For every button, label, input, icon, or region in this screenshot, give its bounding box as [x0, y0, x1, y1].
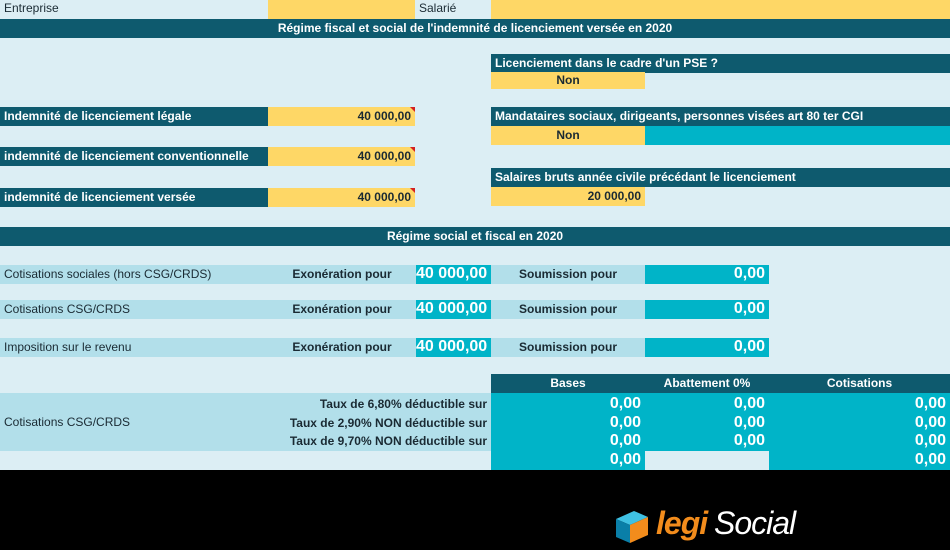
page-title: Régime fiscal et social de l'indemnité d…: [0, 19, 950, 38]
spreadsheet: Entreprise Salarié Régime fiscal et soci…: [0, 0, 950, 470]
regime-row-label: Cotisations sociales (hors CSG/CRDS): [0, 265, 268, 284]
soumission-value: 0,00: [645, 265, 769, 284]
salaires-label: Salaires bruts année civile précédant le…: [491, 168, 950, 187]
entreprise-input[interactable]: [268, 0, 415, 19]
salarie-input[interactable]: [491, 0, 950, 19]
csg-row-label: Taux de 2,90% NON déductible sur: [289, 416, 487, 430]
header-abattement: Abattement 0%: [645, 374, 769, 393]
exoneration-value: 40 000,00: [416, 300, 491, 319]
exoneration-label: Exonération pour: [268, 338, 416, 357]
salaires-input[interactable]: 20 000,00: [491, 187, 645, 206]
mandataires-question: Mandataires sociaux, dirigeants, personn…: [491, 107, 950, 126]
csg-row-abattement: 0,00: [733, 432, 765, 449]
entreprise-label: Entreprise: [4, 1, 59, 15]
csg-row-cotisation: 0,00: [914, 432, 946, 449]
exoneration-label: Exonération pour: [268, 300, 416, 319]
csg-row-cotisation: 0,00: [914, 414, 946, 431]
indemnite-versee-input[interactable]: 40 000,00: [268, 188, 415, 207]
soumission-label: Soumission pour: [491, 300, 645, 319]
csg-row-cotisation: 0,00: [914, 395, 946, 412]
pse-question: Licenciement dans le cadre d'un PSE ?: [491, 54, 950, 73]
soumission-label: Soumission pour: [491, 265, 645, 284]
pse-select[interactable]: Non: [491, 72, 645, 89]
csg-total-cotisation: 0,00: [769, 451, 950, 470]
indemnite-legale-input[interactable]: 40 000,00: [268, 107, 415, 126]
csg-row-label: Taux de 9,70% NON déductible sur: [289, 434, 487, 448]
soumission-value: 0,00: [645, 300, 769, 319]
logo-text-social: Social: [714, 505, 796, 541]
salarie-label: Salarié: [419, 1, 457, 15]
exoneration-value: 40 000,00: [416, 265, 491, 284]
csg-table-values-bg: [491, 393, 950, 451]
header-bases: Bases: [491, 374, 645, 393]
exoneration-label: Exonération pour: [268, 265, 416, 284]
csg-row-base: 0,00: [609, 395, 641, 412]
mandataires-select[interactable]: Non: [491, 126, 645, 145]
regime-row-label: Imposition sur le revenu: [0, 338, 268, 357]
soumission-label: Soumission pour: [491, 338, 645, 357]
indemnite-conventionnelle-input[interactable]: 40 000,00: [268, 147, 415, 166]
indemnite-versee-label: indemnité de licenciement versée: [0, 188, 268, 207]
regime-row-label: Cotisations CSG/CRDS: [0, 300, 268, 319]
indemnite-legale-label: Indemnité de licenciement légale: [0, 107, 268, 126]
regime-title: Régime social et fiscal en 2020: [0, 227, 950, 246]
exoneration-value: 40 000,00: [416, 338, 491, 357]
csg-row-base: 0,00: [609, 414, 641, 431]
legisocial-logo: legi Social: [612, 505, 832, 545]
csg-row-abattement: 0,00: [733, 395, 765, 412]
logo-text-legi: legi: [656, 505, 708, 541]
soumission-value: 0,00: [645, 338, 769, 357]
csg-row-abattement: 0,00: [733, 414, 765, 431]
logo-cube-icon: [616, 511, 648, 543]
csg-row-label: Taux de 6,80% déductible sur: [319, 397, 487, 411]
mandataires-fill: [645, 126, 950, 145]
csg-total-base: 0,00: [491, 451, 645, 470]
csg-row-base: 0,00: [609, 432, 641, 449]
header-cotisations: Cotisations: [769, 374, 950, 393]
indemnite-conventionnelle-label: indemnité de licenciement conventionnell…: [0, 147, 268, 166]
csg-table-label: Cotisations CSG/CRDS: [0, 393, 491, 451]
